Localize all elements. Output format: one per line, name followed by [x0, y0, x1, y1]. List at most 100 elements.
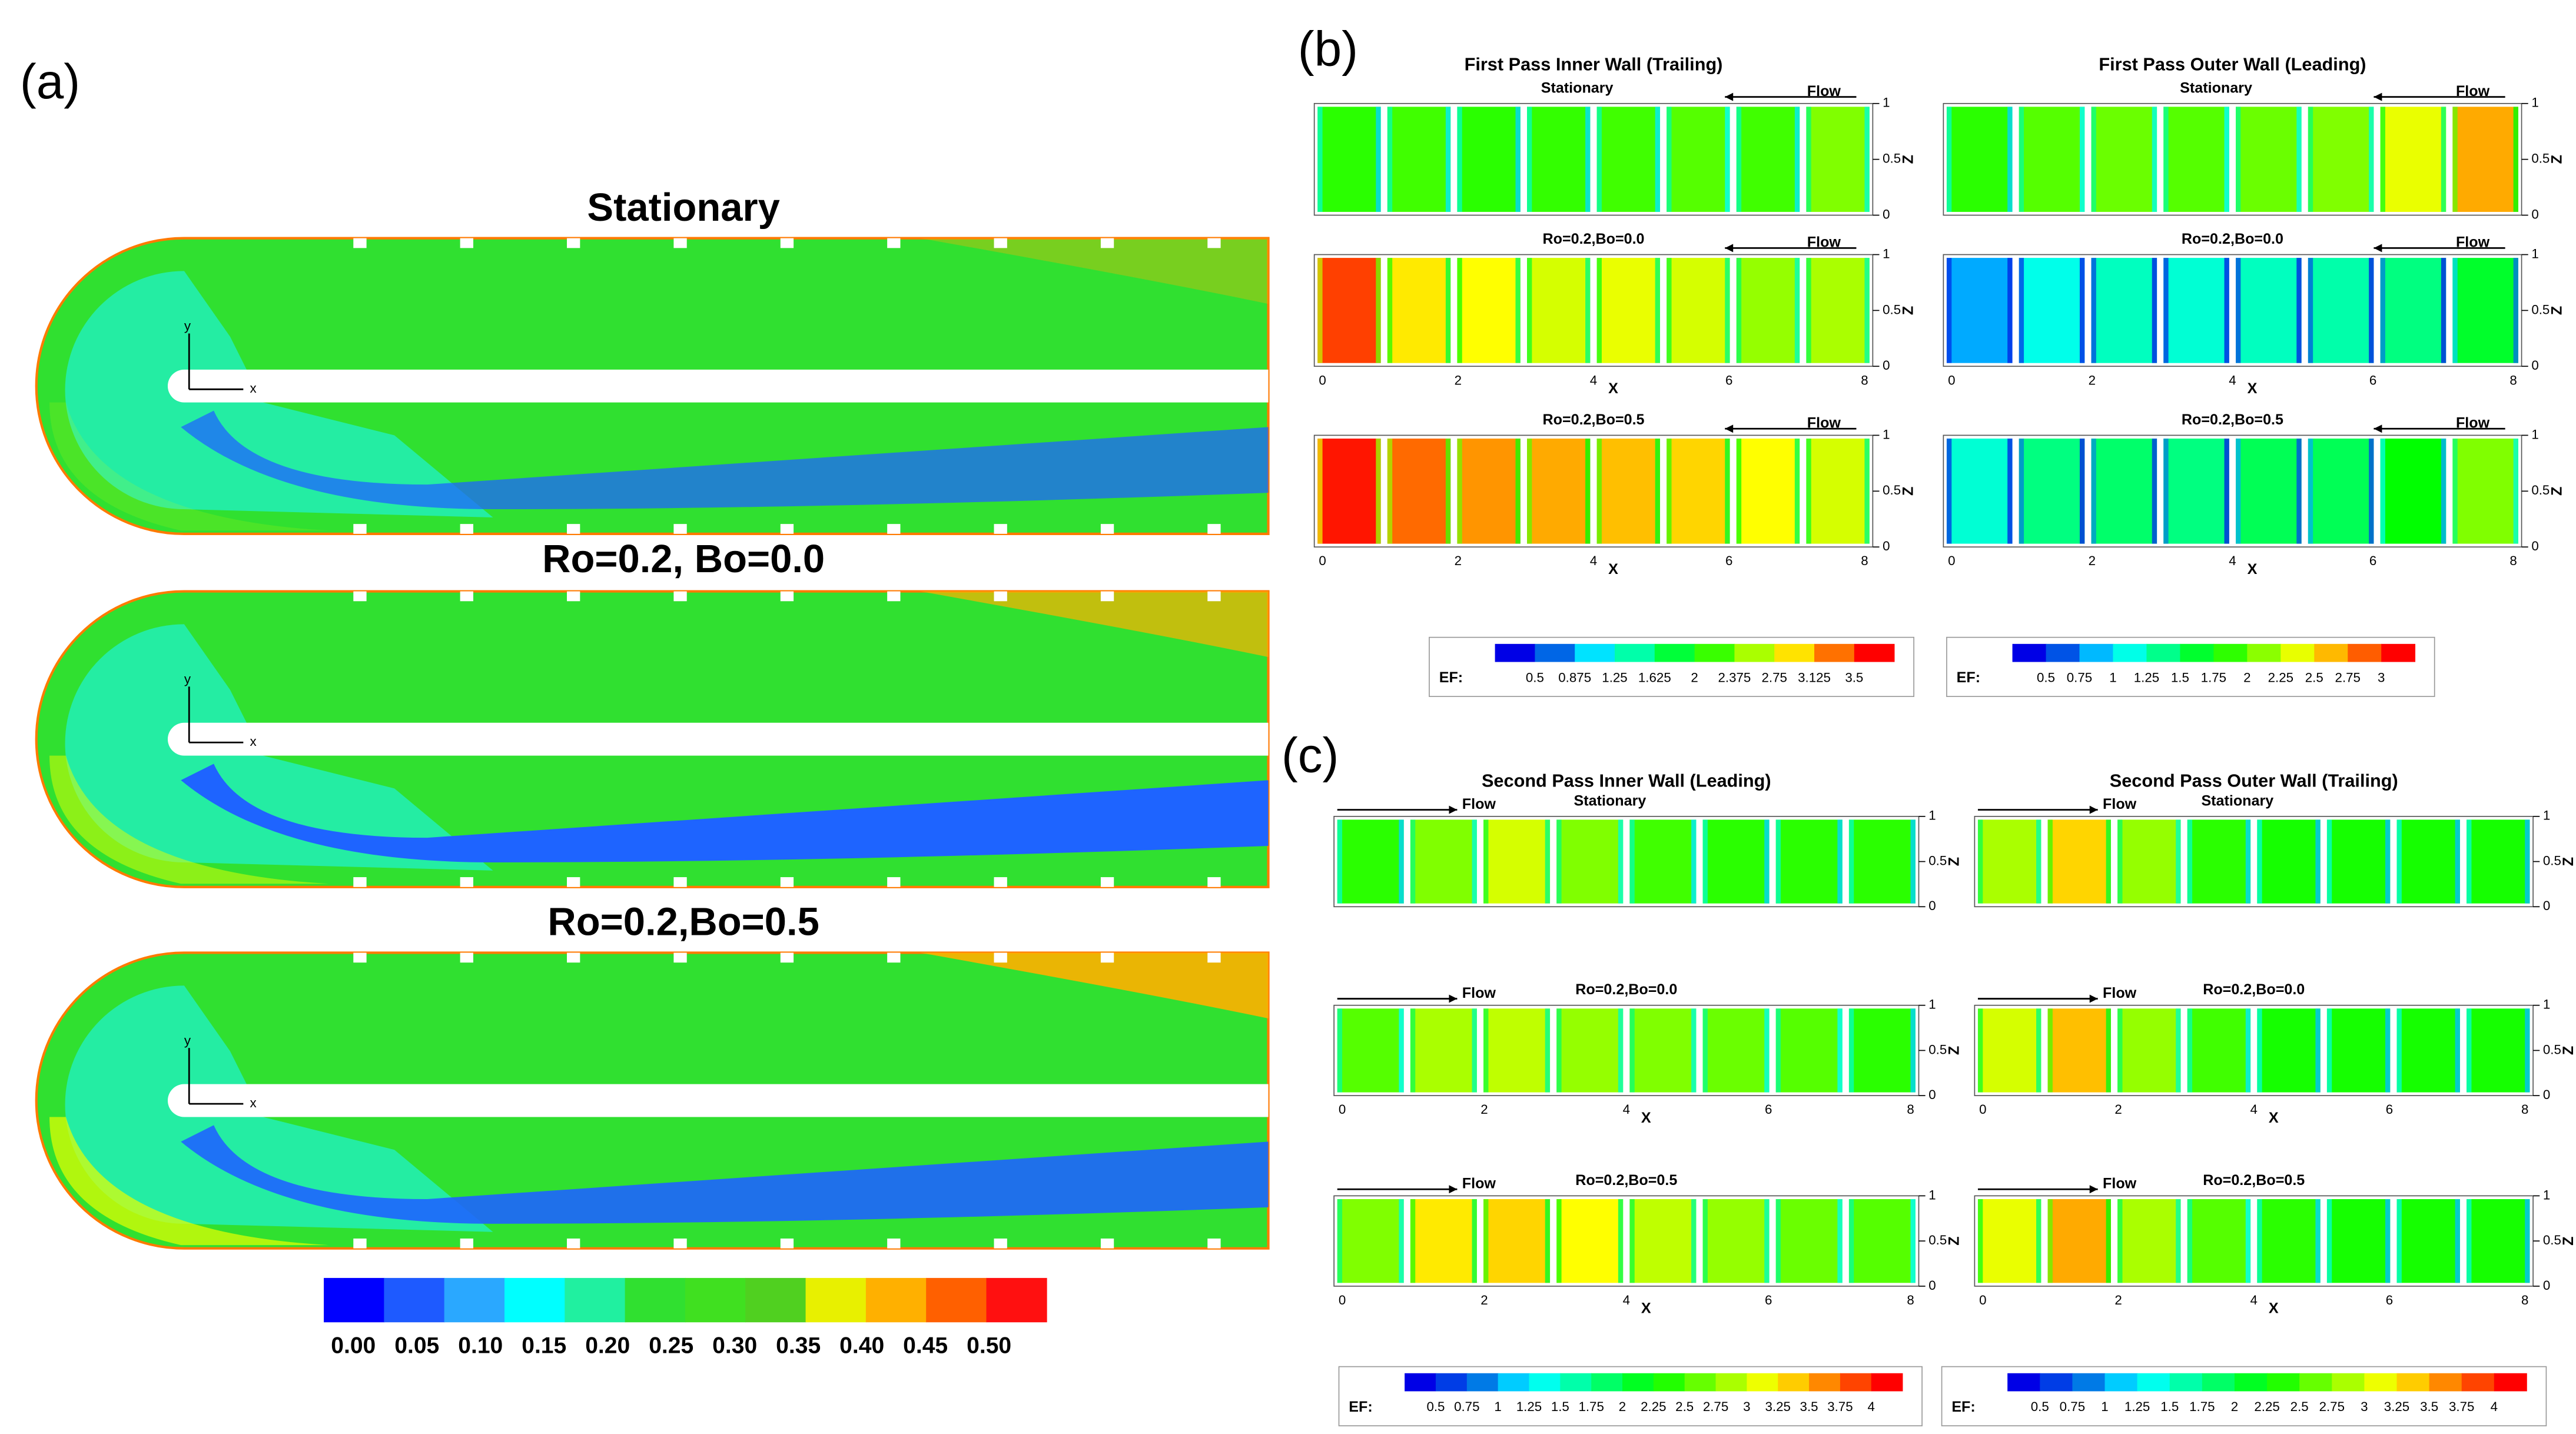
colorbar-label: 1.25 — [2124, 1399, 2150, 1414]
colorbar-bin — [1575, 643, 1615, 662]
colorbar-bin — [504, 1277, 566, 1323]
tick-label: 0.5 — [1928, 1233, 1947, 1247]
axis-label: X — [1608, 380, 1618, 397]
group-title: First Pass Outer Wall (Leading) — [2099, 54, 2366, 75]
field-cell — [2308, 107, 2374, 212]
colorbar-label: 4 — [2491, 1399, 2498, 1414]
colorbar-label: 0.5 — [2031, 1399, 2049, 1414]
tick-label: 2 — [2114, 1293, 2122, 1307]
axis-label: Z — [2549, 487, 2565, 496]
field-cell — [2163, 258, 2229, 363]
colorbar-bin — [1734, 643, 1775, 662]
field-edge — [1667, 258, 1672, 363]
field-edge — [1736, 107, 1742, 212]
plot-title: Stationary — [1541, 79, 1614, 96]
field-cell — [1483, 1199, 1551, 1283]
axis-label: y — [184, 318, 191, 333]
colorbar-bin — [1715, 1373, 1748, 1392]
colorbar-bin — [1560, 1373, 1592, 1392]
tick-label: 0.5 — [2531, 483, 2550, 497]
notch — [887, 591, 901, 602]
tick-label: 8 — [1861, 373, 1868, 387]
tick-label: 2 — [2114, 1102, 2122, 1117]
colorbar-label: 3.5 — [1845, 670, 1863, 685]
field-cell — [1387, 107, 1451, 212]
field-cell — [2019, 439, 2085, 544]
colorbar-prefix: EF: — [1957, 669, 1980, 686]
colorbar-bin — [2104, 1373, 2138, 1392]
field-edge — [1387, 107, 1393, 212]
colorbar-label: 0.75 — [2060, 1399, 2085, 1414]
field-edge — [2525, 819, 2530, 904]
colorbar-bin — [1684, 1373, 1717, 1392]
colorbar-label: 2.75 — [2319, 1399, 2345, 1414]
field-edge — [2257, 1199, 2262, 1283]
field-edge — [2117, 1008, 2123, 1093]
field-cell — [2257, 1199, 2321, 1283]
field-edge — [2224, 107, 2229, 212]
colorbar-label: 0.45 — [903, 1333, 948, 1358]
field-edge — [2308, 258, 2313, 363]
colorbar-bin — [2202, 1373, 2235, 1392]
tick-label: 6 — [2369, 373, 2376, 387]
flow-label: Flow — [2456, 415, 2490, 431]
field-edge — [1545, 1008, 1551, 1093]
field-edge — [2176, 1199, 2181, 1283]
tick-label: 4 — [1590, 553, 1597, 568]
field-edge — [1977, 1008, 1983, 1093]
field-edge — [1556, 819, 1562, 904]
field-cell — [2452, 439, 2518, 544]
field-edge — [2452, 439, 2458, 544]
field-edge — [1337, 1008, 1343, 1093]
field-edge — [2091, 439, 2096, 544]
field-edge — [1410, 1199, 1416, 1283]
field-edge — [2369, 107, 2374, 212]
field-cell — [2236, 439, 2302, 544]
field-edge — [2296, 107, 2302, 212]
tick-label: 6 — [1765, 1102, 1772, 1117]
field-edge — [1794, 107, 1800, 212]
colorbar-label: 3.75 — [1827, 1399, 1853, 1414]
field-cell — [1775, 1199, 1843, 1283]
tick-label: 0 — [1319, 553, 1326, 568]
field-edge — [1585, 439, 1591, 544]
field-cell — [2091, 258, 2157, 363]
axis-label: Z — [1900, 155, 1916, 164]
colorbar-label: 2.25 — [2254, 1399, 2279, 1414]
field-edge — [2163, 439, 2169, 544]
field-edge — [2047, 1199, 2053, 1283]
field-cell — [2396, 1008, 2460, 1093]
field-edge — [1725, 258, 1730, 363]
plot-title: Ro=0.2,Bo=0.0 — [1575, 981, 1677, 998]
field-edge — [2380, 439, 2385, 544]
tick-label: 2 — [2089, 553, 2096, 568]
field-edge — [2315, 1008, 2321, 1093]
field-edge — [2513, 107, 2518, 212]
colorbar-bin — [2267, 1373, 2301, 1392]
field-edge — [2152, 258, 2157, 363]
field-edge — [1618, 1199, 1624, 1283]
colorbar-label: 3.5 — [1800, 1399, 1818, 1414]
field-edge — [2047, 819, 2053, 904]
field-cell — [2019, 258, 2085, 363]
notch — [1207, 877, 1221, 887]
field-edge — [1515, 439, 1521, 544]
field-edge — [1864, 439, 1870, 544]
group-title: First Pass Inner Wall (Trailing) — [1465, 54, 1723, 75]
colorbar-bin — [986, 1277, 1047, 1323]
colorbar-bin — [2348, 643, 2382, 662]
field-cell — [2396, 1199, 2460, 1283]
field-cell — [1527, 439, 1591, 544]
field-cell — [1848, 1199, 1916, 1283]
colorbar-bin — [1854, 643, 1895, 662]
axis-label: X — [2269, 1300, 2279, 1317]
colorbar-label: 0.50 — [967, 1333, 1011, 1358]
field-cell — [1806, 258, 1870, 363]
field-edge — [2455, 1199, 2460, 1283]
field-cell — [2452, 107, 2518, 212]
field-edge — [2079, 107, 2085, 212]
tick-label: 4 — [1623, 1293, 1630, 1307]
field-cell — [1527, 258, 1591, 363]
field-edge — [2326, 1199, 2332, 1283]
field-edge — [2079, 439, 2085, 544]
